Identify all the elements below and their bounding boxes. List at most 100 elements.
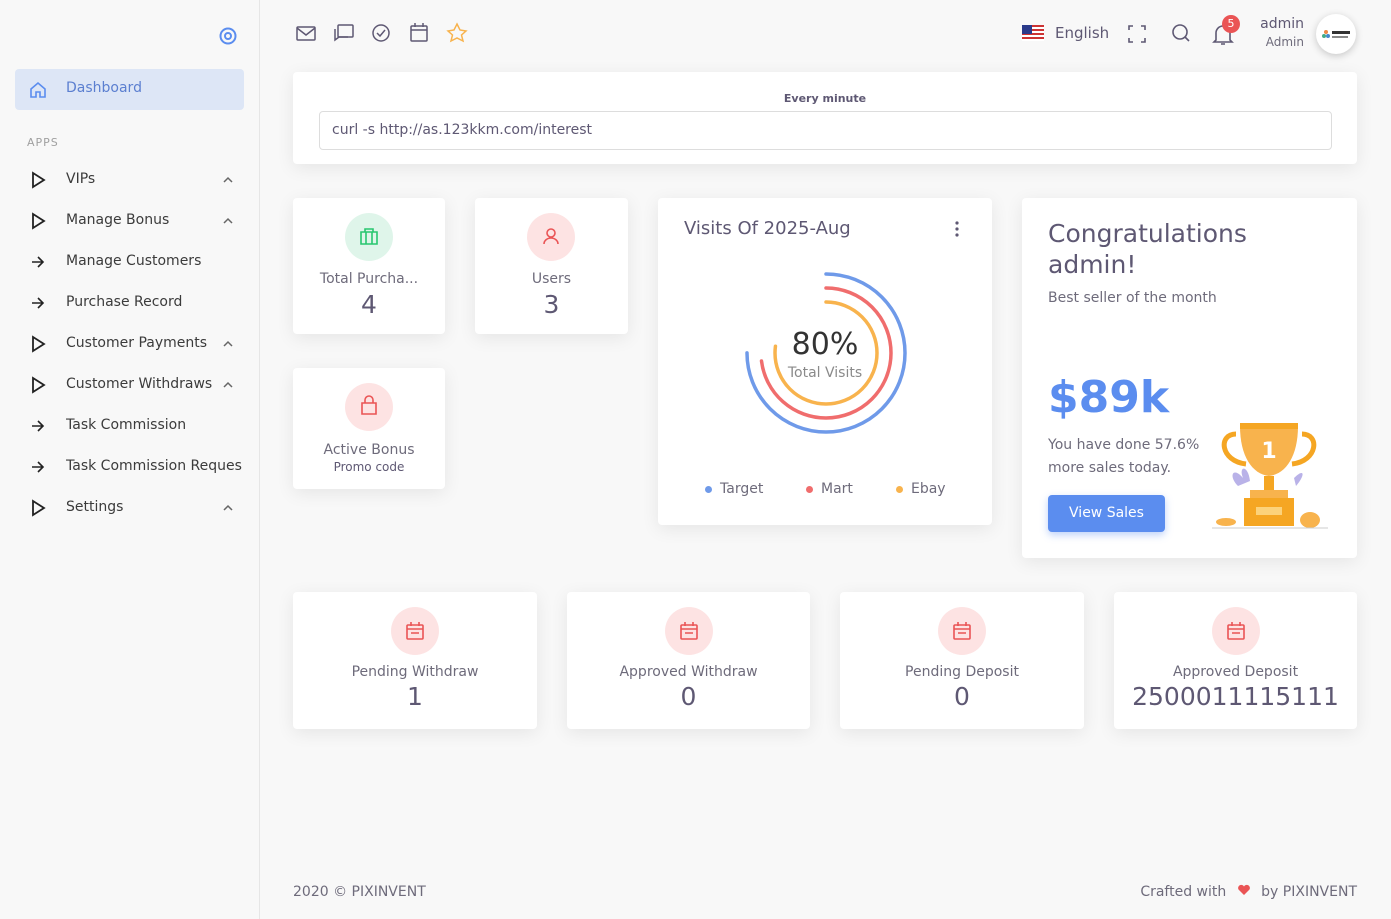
nav-icon — [32, 376, 46, 394]
chevron — [223, 381, 233, 388]
summary-card: Approved Withdraw 0 — [567, 592, 810, 729]
nav-label: Manage Bonus — [66, 212, 170, 228]
language[interactable]: English — [1055, 24, 1110, 42]
chat-icon[interactable] — [337, 24, 354, 38]
fullscreen-icon[interactable] — [1128, 25, 1146, 43]
congrats-title: Congratulations admin! — [1048, 219, 1247, 279]
chevron — [223, 340, 233, 347]
nav-dashboard[interactable]: Dashboard — [15, 69, 244, 110]
stat-label: Users — [531, 271, 572, 287]
summary-icon — [391, 607, 439, 655]
trophy-mark: 1 — [1261, 439, 1276, 464]
summary-card: Pending Withdraw 1 — [293, 592, 537, 729]
nav-item[interactable]: Manage Customers — [0, 247, 259, 277]
summary-icon — [1211, 607, 1260, 655]
stat-value: 4 — [361, 290, 377, 319]
nav-icon — [32, 297, 45, 309]
nav-item[interactable]: Purchase Record — [0, 288, 259, 318]
nav-label: Dashboard — [66, 80, 142, 96]
legend-item: Target — [705, 481, 763, 497]
nav-item[interactable]: VIPs — [0, 165, 259, 195]
legend-label: Mart — [821, 481, 853, 497]
nav-icon — [32, 256, 45, 268]
notification-badge: 5 — [1222, 15, 1240, 33]
mail-icon[interactable] — [296, 26, 316, 41]
summary-value: 0 — [680, 682, 697, 711]
nav-label: Customer Payments — [66, 335, 208, 351]
nav-item[interactable]: Manage Bonus — [0, 206, 259, 236]
trophy-illustration: 1 — [1212, 423, 1328, 529]
cron-input[interactable]: curl -s http://as.123kkm.com/interest — [319, 111, 1332, 150]
legend-item: Ebay — [896, 481, 946, 497]
summary-icon — [938, 607, 986, 655]
calendar-icon[interactable] — [410, 25, 428, 42]
home-icon — [30, 81, 46, 98]
legend-dot — [806, 485, 813, 493]
legend-item: Mart — [806, 481, 853, 497]
cron-card: Every minute curl -s http://as.123kkm.co… — [293, 72, 1357, 164]
summary-card: Pending Deposit 0 — [840, 592, 1084, 729]
legend-dot — [896, 485, 903, 493]
congrats-amount: $89k — [1048, 372, 1170, 423]
footer-right: Crafted with by PIXINVENT — [1140, 884, 1357, 900]
footer-left: 2020 © PIXINVENT — [293, 884, 426, 900]
active-bonus-card[interactable]: Active Bonus Promo code — [293, 368, 445, 489]
nav-label: Purchase Record — [66, 294, 183, 310]
radial-chart — [745, 272, 907, 434]
chart-title: Visits Of 2025-Aug — [684, 218, 851, 239]
nav-label: Settings — [66, 499, 124, 515]
footer-post: by PIXINVENT — [1261, 884, 1357, 900]
legend-dot — [705, 485, 712, 493]
nav-label: Task Commission Reques — [66, 458, 242, 474]
bonus-label: Active Bonus — [323, 442, 415, 458]
summary-icon — [664, 607, 713, 655]
header-shortcuts — [296, 22, 468, 43]
nav-item[interactable]: Customer Payments — [0, 329, 259, 359]
nav-icon — [32, 171, 46, 189]
search-icon[interactable] — [1172, 24, 1188, 40]
congrats-subtitle: Best seller of the month — [1048, 290, 1217, 306]
visits-card: Visits Of 2025-Aug 80% Total Visits Targ… — [658, 198, 992, 525]
nav-item[interactable]: Task Commission Reques — [0, 452, 259, 482]
cron-label: Every minute — [783, 92, 867, 105]
legend-label: Target — [720, 481, 764, 497]
view-sales-button[interactable]: View Sales — [1048, 495, 1165, 532]
nav-label: VIPs — [66, 171, 96, 187]
footer-pre: Crafted with — [1140, 884, 1227, 900]
more-menu[interactable] — [952, 220, 964, 238]
user-name: admin — [1260, 16, 1304, 32]
avatar[interactable] — [1316, 14, 1356, 54]
summary-label: Approved Withdraw — [619, 664, 758, 680]
stat-icon — [527, 213, 575, 261]
nav-item[interactable]: Task Commission — [0, 411, 259, 441]
sidebar: Dashboard APPS VIPs Manage Bonus Manage Cu… — [0, 0, 260, 919]
congrats-text: You have done 57.6% more sales today. — [1048, 437, 1200, 476]
collapse-toggle[interactable] — [218, 26, 238, 46]
section-label: APPS — [27, 136, 59, 149]
radial-bar — [773, 300, 879, 406]
legend-label: Ebay — [911, 481, 946, 497]
nav-label: Customer Withdraws — [66, 376, 213, 392]
summary-label: Pending Deposit — [905, 664, 1019, 680]
summary-label: Pending Withdraw — [351, 664, 479, 680]
stat-label: Total Purcha... — [319, 271, 419, 287]
radial-bar — [759, 286, 893, 420]
radial-bar — [745, 272, 907, 434]
nav-item[interactable]: Customer Withdraws — [0, 370, 259, 400]
summary-value: 1 — [407, 682, 423, 711]
heart-icon — [1237, 884, 1250, 895]
summary-card: Approved Deposit 2500011115111 — [1114, 592, 1357, 729]
nav-icon — [32, 335, 46, 353]
nav-icon — [32, 499, 46, 517]
stat-card: Total Purcha... 4 — [293, 198, 445, 334]
congrats-card: Congratulations admin! Best seller of th… — [1022, 198, 1357, 558]
star-icon[interactable] — [446, 22, 468, 43]
nav-label: Manage Customers — [66, 253, 202, 269]
user-role: Admin — [1265, 35, 1304, 49]
todo-icon[interactable] — [372, 24, 390, 42]
nav-item[interactable]: Settings — [0, 493, 259, 523]
bonus-sub: Promo code — [333, 460, 405, 474]
nav-icon — [32, 461, 45, 473]
chevron — [223, 176, 233, 183]
